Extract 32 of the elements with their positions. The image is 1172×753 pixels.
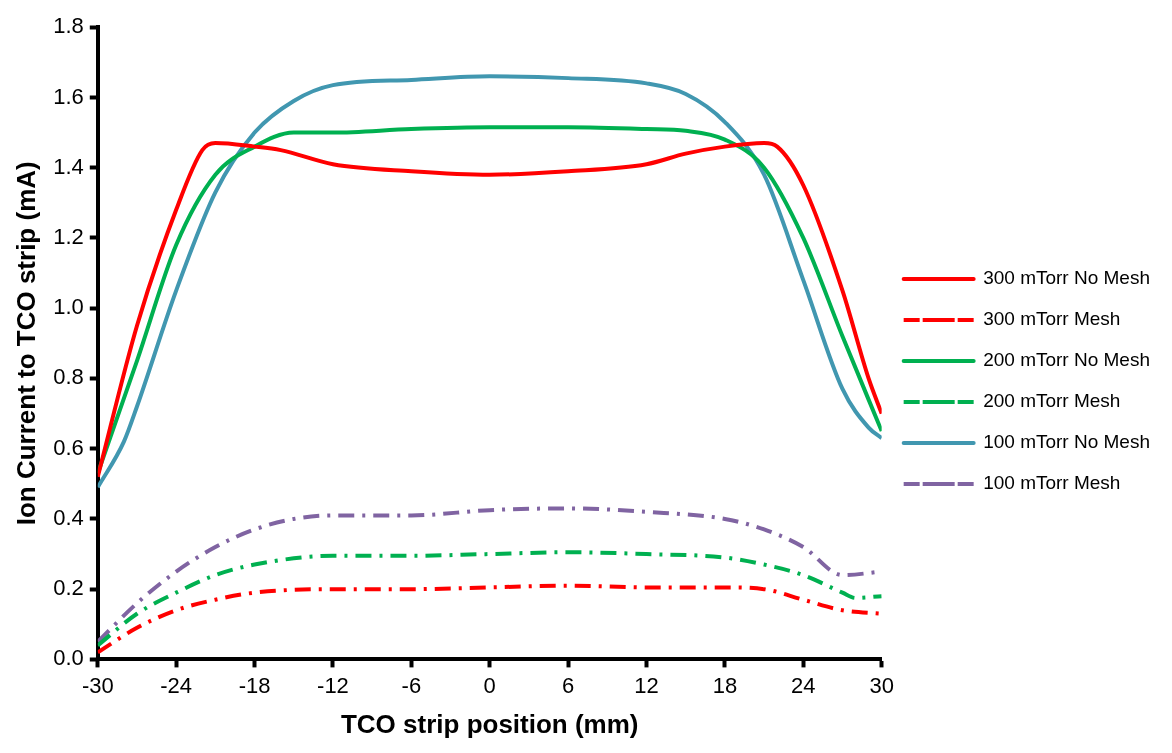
legend-label: 200 mTorr No Mesh (983, 349, 1151, 371)
legend-label: 100 mTorr Mesh (983, 472, 1121, 494)
x-tick-label: 0 (483, 672, 496, 698)
x-tick-label: 24 (791, 672, 816, 698)
x-tick-label: -24 (160, 672, 193, 698)
x-tick-label: -6 (401, 672, 422, 698)
x-tick-label: 12 (634, 672, 659, 698)
line-series (97, 550, 882, 648)
line-series (97, 74, 882, 490)
y-axis-title: Ion Current to TCO strip (mA) (10, 161, 41, 526)
x-tick-label: -18 (238, 672, 271, 698)
x-axis-title: TCO strip position (mm) (340, 708, 639, 739)
y-tick-label: 0.6 (53, 434, 84, 460)
line-series (97, 583, 882, 655)
x-tick-label: 30 (869, 672, 894, 698)
x-tick-label: 18 (712, 672, 738, 698)
y-tick-label: 0.0 (53, 645, 84, 671)
y-tick-label: 1.4 (53, 153, 84, 179)
y-tick-label: 0.2 (53, 575, 84, 601)
x-tick-label: -30 (81, 672, 114, 698)
y-tick-label: 1.2 (53, 224, 84, 249)
y-tick-label: 0.4 (53, 504, 84, 530)
legend-label: 200 mTorr Mesh (983, 390, 1121, 412)
y-tick-label: 1.0 (53, 294, 84, 320)
x-tick-label: -12 (317, 672, 349, 698)
y-tick-label: 1.8 (53, 13, 84, 39)
legend-label: 100 mTorr No Mesh (983, 431, 1151, 453)
legend-label: 300 mTorr No Mesh (983, 267, 1151, 289)
x-tick-label: 6 (561, 672, 575, 698)
y-tick-label: 1.6 (53, 83, 84, 109)
legend-label: 300 mTorr Mesh (983, 308, 1121, 330)
y-tick-label: 0.8 (53, 364, 84, 390)
